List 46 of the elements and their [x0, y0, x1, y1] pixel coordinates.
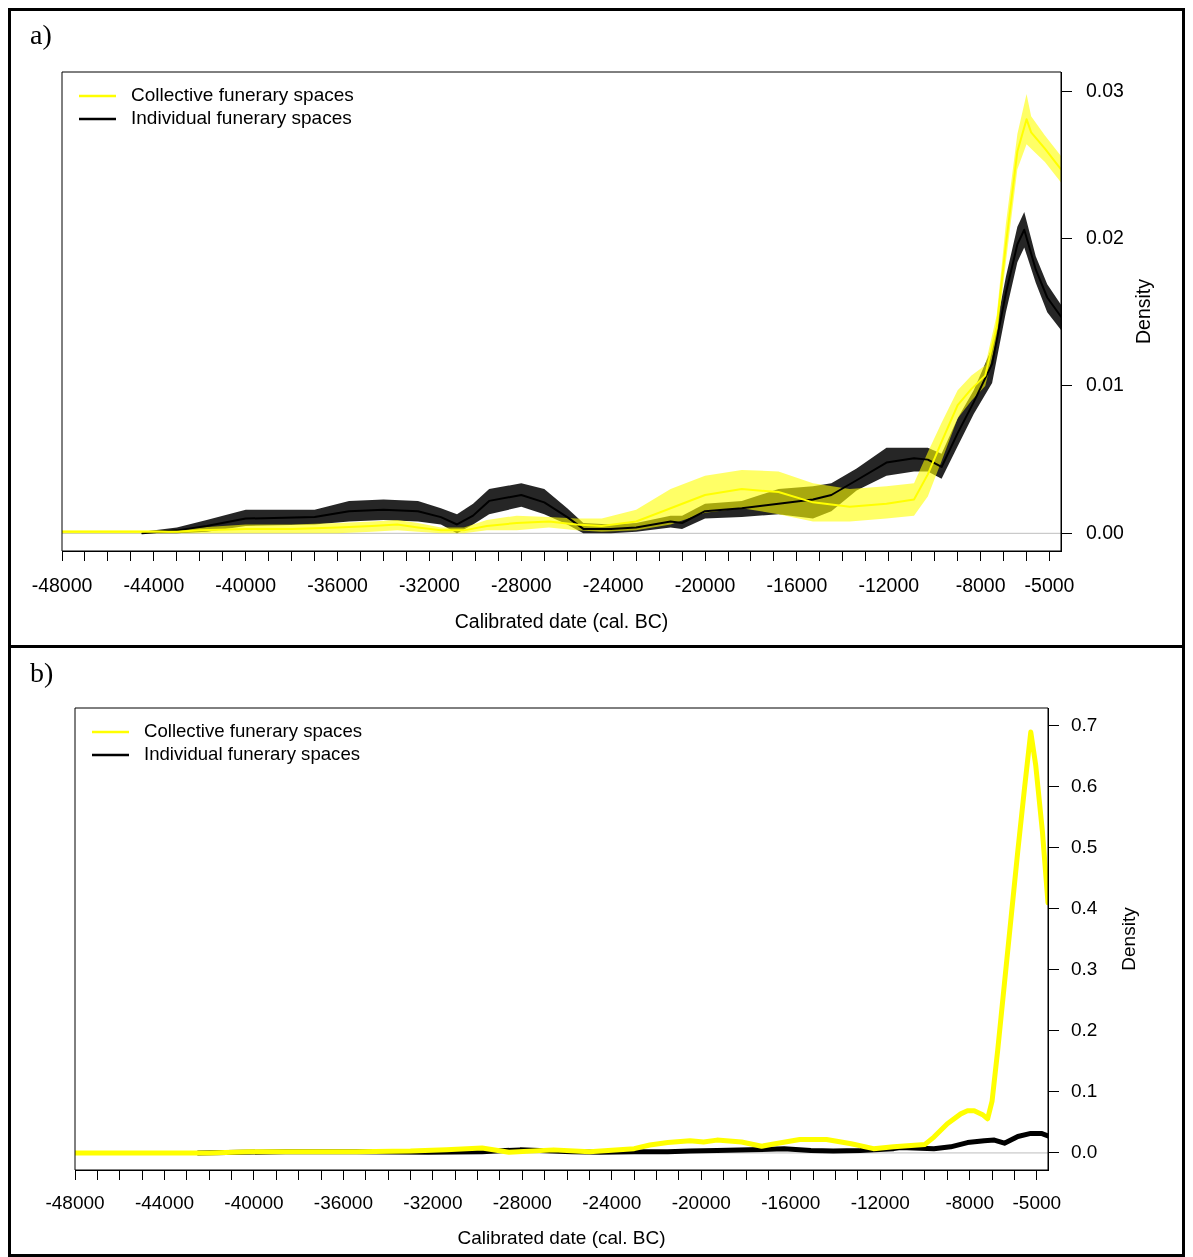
x-tick-label: -8000	[955, 574, 1006, 597]
y-tick-label: 0.5	[1071, 836, 1098, 858]
x-tick-label: -32000	[403, 1191, 463, 1213]
y-tick-label: 0.6	[1071, 775, 1098, 797]
x-tick-label: -48000	[31, 574, 93, 597]
chart-title: a)	[30, 19, 52, 51]
x-tick-label: -44000	[134, 1191, 195, 1213]
x-axis-title: Calibrated date (cal. BC)	[454, 610, 669, 633]
x-tick-label: -40000	[224, 1191, 284, 1213]
x-tick-label: -20000	[674, 574, 736, 597]
x-tick-label: -40000	[215, 574, 277, 597]
y-tick-label: 0.7	[1071, 714, 1098, 736]
legend-label: Collective funerary spaces	[144, 720, 363, 742]
y-axis-title: Density	[1118, 906, 1140, 971]
y-axis-title: Density	[1132, 278, 1155, 345]
chart-title: b)	[30, 657, 54, 689]
legend-label: Individual funerary spaces	[131, 107, 352, 129]
x-tick-label: -20000	[671, 1191, 731, 1213]
y-tick-label: 0.3	[1071, 958, 1098, 980]
x-tick-label: -44000	[123, 574, 185, 597]
y-tick-label: 0.02	[1086, 225, 1124, 248]
y-tick-label: 0.0	[1071, 1141, 1098, 1163]
y-tick-label: 0.00	[1086, 520, 1125, 543]
x-tick-label: -16000	[766, 574, 828, 597]
x-axis-title: Calibrated date (cal. BC)	[457, 1227, 666, 1249]
x-tick-label: -28000	[490, 574, 552, 597]
legend-label: Collective funerary spaces	[131, 84, 354, 106]
x-tick-label: -12000	[850, 1191, 910, 1213]
x-tick-label: -16000	[761, 1191, 821, 1213]
x-tick-label: -5000	[1012, 1191, 1062, 1213]
x-tick-label: -32000	[399, 574, 460, 597]
x-tick-label: -48000	[45, 1191, 105, 1213]
x-tick-label: -36000	[313, 1191, 373, 1213]
y-tick-label: 0.03	[1086, 78, 1124, 101]
x-tick-label: -36000	[307, 574, 369, 597]
x-tick-label: -28000	[492, 1191, 552, 1213]
x-tick-label: -8000	[945, 1191, 995, 1213]
x-tick-label: -5000	[1024, 574, 1075, 597]
x-tick-label: -24000	[582, 1191, 642, 1213]
y-tick-label: 0.2	[1071, 1019, 1098, 1041]
y-tick-label: 0.4	[1071, 897, 1098, 919]
x-tick-label: -12000	[858, 574, 920, 597]
x-tick-label: -24000	[582, 574, 644, 597]
y-tick-label: 0.1	[1071, 1080, 1098, 1102]
legend-label: Individual funerary spaces	[144, 743, 361, 765]
y-tick-label: 0.01	[1086, 373, 1124, 396]
